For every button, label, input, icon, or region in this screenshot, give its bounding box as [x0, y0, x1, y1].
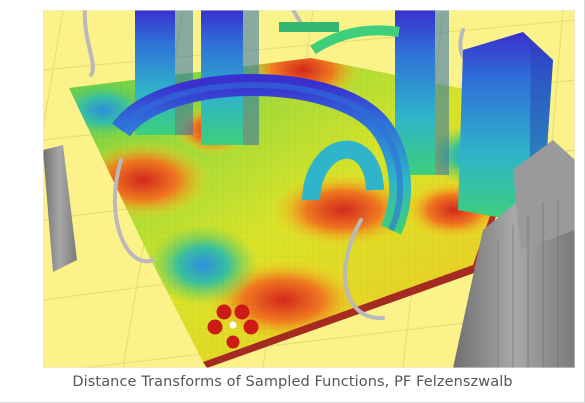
four-red-dots-icon	[207, 304, 259, 349]
grey-block-columns	[453, 140, 575, 368]
render-svg	[43, 10, 575, 368]
distance-transform-render	[43, 10, 575, 368]
figure-caption: Distance Transforms of Sampled Functions…	[72, 374, 513, 390]
